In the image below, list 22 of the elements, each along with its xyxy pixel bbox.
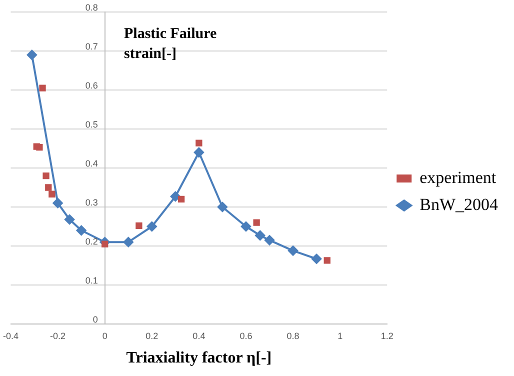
x-tick-label: 1.2 (380, 330, 394, 341)
x-tick-label: 1 (338, 330, 343, 341)
y-tick-label: 0.8 (85, 2, 98, 12)
x-tick-label: 0.4 (192, 330, 206, 341)
x-tick-label: -0.2 (50, 330, 66, 341)
y-tick-label: 0 (92, 314, 98, 324)
y-tick-label: 0.1 (85, 275, 98, 286)
y-tick-label: 0.5 (85, 119, 98, 130)
y-tick-label: 0.4 (85, 158, 98, 168)
legend-label: experiment (420, 168, 496, 187)
y-tick-label: 0.3 (85, 197, 98, 208)
x-tick-label: 0.8 (286, 330, 300, 341)
y-tick-label: 0.6 (85, 80, 98, 90)
x-axis-title: Triaxiality factor η[-] (126, 350, 272, 367)
x-tick-label: -0.4 (2, 330, 19, 341)
x-tick-label: 0.6 (240, 330, 252, 341)
y-tick-label: 0.2 (85, 236, 98, 246)
x-tick-label: 0.2 (146, 330, 158, 341)
legend-label: BnW_2004 (420, 194, 498, 214)
x-tick-label: 0 (102, 330, 108, 341)
y-axis-title: Plastic Failure strain[-] (124, 25, 218, 64)
y-tick-label: 0.7 (85, 41, 98, 52)
